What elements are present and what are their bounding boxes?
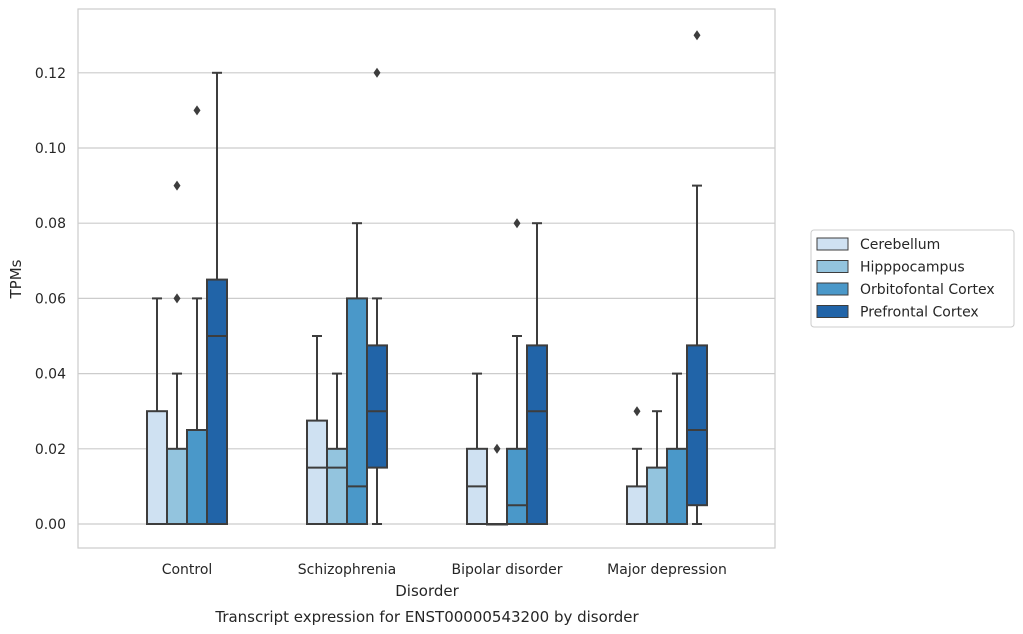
box-hipppocampus [486, 443, 508, 526]
y-axis-label: TPMs [7, 259, 25, 299]
box-cerebellum [626, 406, 648, 525]
box-orbitofontal-cortex [506, 218, 528, 525]
y-tick-label: 0.12 [35, 66, 66, 82]
box-body [306, 419, 328, 526]
legend-label: Cerebellum [860, 237, 940, 253]
y-tick-label: 0.00 [35, 517, 66, 533]
box-cerebellum [466, 372, 488, 525]
y-tick-label: 0.08 [35, 216, 66, 232]
box-body [686, 344, 708, 507]
legend-swatch [816, 237, 849, 251]
box-prefrontal-cortex [206, 71, 228, 525]
y-tick-label: 0.10 [35, 141, 66, 157]
box-prefrontal-cortex [366, 67, 388, 525]
y-tick-label: 0.04 [35, 367, 66, 383]
x-tick-label: Bipolar disorder [451, 562, 562, 578]
x-tick-label: Schizophrenia [298, 562, 396, 578]
chart-title: Transcript expression for ENST0000054320… [214, 608, 639, 626]
box-body [166, 447, 188, 525]
box-body [186, 429, 208, 525]
legend-frame [810, 229, 1015, 328]
outlier-point [373, 67, 381, 78]
box-layer [146, 30, 708, 526]
legend-swatch [816, 260, 849, 273]
box-body [206, 278, 228, 525]
box-body [346, 297, 368, 525]
box-hipppocampus [646, 410, 668, 526]
box-prefrontal-cortex [686, 30, 708, 525]
legend-swatch [816, 305, 849, 318]
outlier-point [193, 105, 201, 116]
y-tick-label: 0.06 [35, 291, 66, 307]
box-hipppocampus [326, 372, 348, 525]
x-tick-labels: Control Schizophrenia Bipolar disorder Majo… [162, 562, 727, 578]
legend: Cerebellum Hipppocampus Orbitofontal Corte… [810, 229, 1015, 328]
box-hipppocampus [166, 180, 188, 525]
legend-label: Hipppocampus [860, 260, 965, 276]
legend-label: Orbitofontal Cortex [860, 282, 995, 298]
box-body [626, 485, 648, 525]
box-body [146, 410, 168, 526]
box-body [646, 466, 668, 526]
box-orbitofontal-cortex [666, 372, 688, 525]
x-tick-label: Control [162, 562, 213, 578]
x-tick-label: Major depression [607, 562, 727, 578]
x-axis-label: Disorder [395, 582, 459, 600]
outlier-point [173, 180, 181, 191]
outlier-point [493, 443, 501, 454]
plot-frame [77, 8, 776, 549]
box-cerebellum [146, 297, 168, 526]
box-orbitofontal-cortex [186, 105, 208, 525]
outlier-point [173, 293, 181, 304]
box-body [506, 447, 528, 525]
legend-label: Prefrontal Cortex [860, 305, 979, 321]
y-tick-label: 0.02 [35, 442, 66, 458]
box-body [666, 447, 688, 525]
box-body [326, 447, 348, 525]
legend-swatch [816, 282, 849, 296]
box-prefrontal-cortex [526, 222, 548, 525]
outlier-point [633, 406, 641, 417]
outlier-point [513, 218, 521, 229]
outlier-point [693, 30, 701, 41]
y-tick-labels: 0.00 0.02 0.04 0.06 0.08 0.10 0.12 [35, 66, 66, 533]
box-orbitofontal-cortex [346, 222, 368, 525]
box-body [366, 344, 388, 469]
box-body [526, 344, 548, 525]
box-cerebellum [306, 335, 328, 526]
